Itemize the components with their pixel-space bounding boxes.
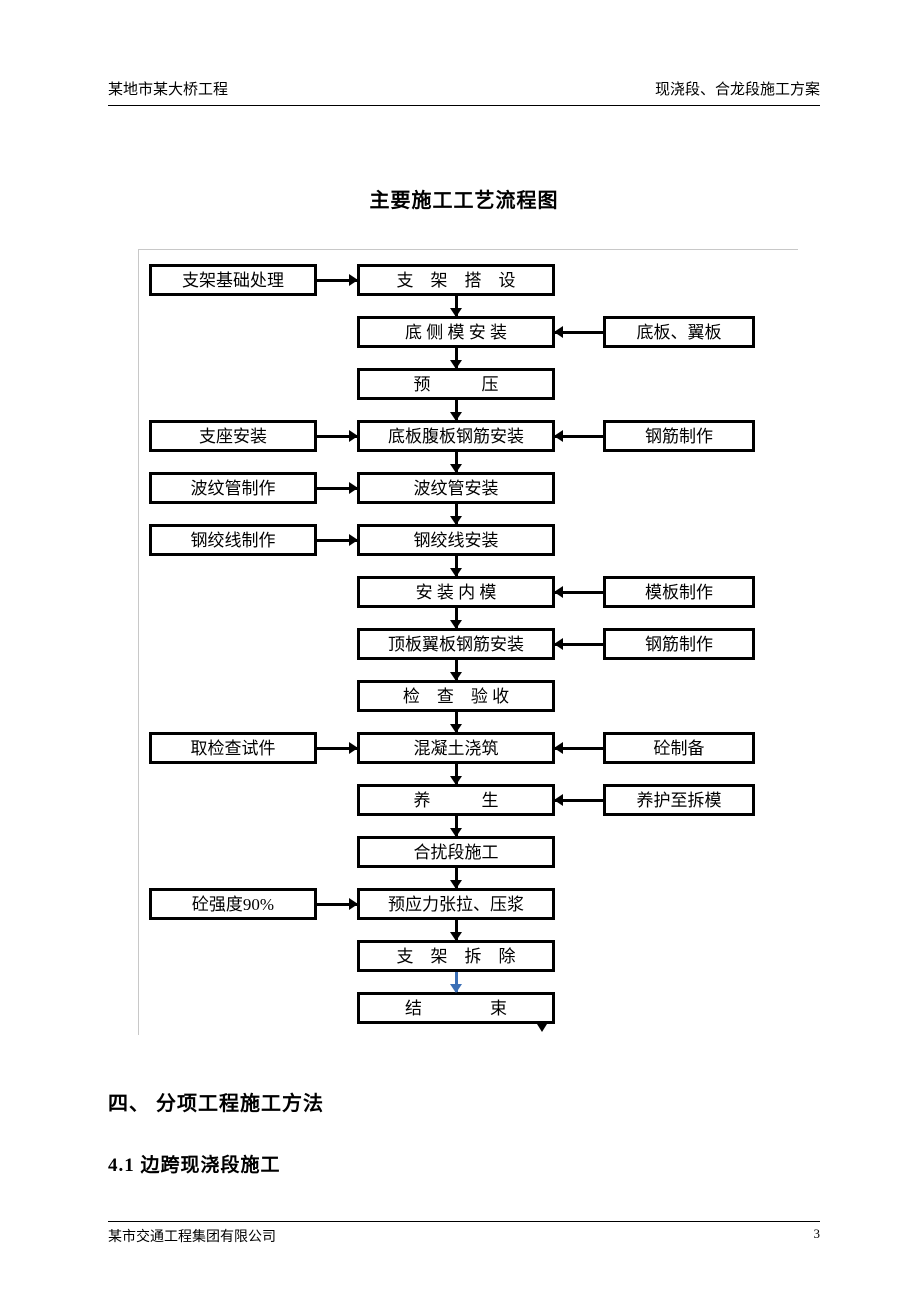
- flow-node-center-12: 预应力张拉、压浆: [357, 888, 555, 920]
- flow-node-center-1: 底 侧 模 安 装: [357, 316, 555, 348]
- flow-node-left-2: 波纹管制作: [149, 472, 317, 504]
- flow-arrow-down-0: [455, 296, 458, 316]
- flow-arrow-down-5: [455, 556, 458, 576]
- flow-arrow-down-11: [455, 868, 458, 888]
- flow-arrow-left-4: [317, 747, 357, 750]
- header-left: 某地市某大桥工程: [108, 78, 228, 99]
- flow-arrow-left-3: [317, 539, 357, 542]
- flow-node-center-9: 混凝土浇筑: [357, 732, 555, 764]
- flow-node-center-0: 支 架 搭 设: [357, 264, 555, 296]
- flow-node-center-10: 养 生: [357, 784, 555, 816]
- flow-node-left-4: 取检查试件: [149, 732, 317, 764]
- flow-arrow-right-5: [555, 799, 603, 802]
- flow-node-center-11: 合扰段施工: [357, 836, 555, 868]
- flow-arrow-down-2: [455, 400, 458, 420]
- flow-node-right-3: 钢筋制作: [603, 628, 755, 660]
- flow-arrow-down-7: [455, 660, 458, 680]
- flow-arrow-right-0: [555, 331, 603, 334]
- flow-arrow-right-3: [555, 643, 603, 646]
- footer-page-number: 3: [814, 1226, 821, 1246]
- flow-node-left-5: 砼强度90%: [149, 888, 317, 920]
- flow-node-center-8: 检 查 验 收: [357, 680, 555, 712]
- flow-arrow-down-3: [455, 452, 458, 472]
- header-right: 现浇段、合龙段施工方案: [655, 78, 820, 99]
- flow-node-right-1: 钢筋制作: [603, 420, 755, 452]
- flow-node-right-4: 砼制备: [603, 732, 755, 764]
- flow-node-left-0: 支架基础处理: [149, 264, 317, 296]
- flow-arrow-right-4: [555, 747, 603, 750]
- flow-node-center-6: 安 装 内 模: [357, 576, 555, 608]
- flow-node-center-13: 支 架 拆 除: [357, 940, 555, 972]
- flow-node-center-5: 钢绞线安装: [357, 524, 555, 556]
- flow-end-tick: [537, 1024, 547, 1035]
- flow-arrow-down-10: [455, 816, 458, 836]
- page-header: 某地市某大桥工程 现浇段、合龙段施工方案: [108, 78, 820, 106]
- flow-arrow-down-6: [455, 608, 458, 628]
- section-4-heading: 四、 分项工程施工方法: [108, 1087, 820, 1116]
- flow-arrow-right-1: [555, 435, 603, 438]
- section-4-1-heading: 4.1 边跨现浇段施工: [108, 1150, 820, 1177]
- flow-arrow-left-5: [317, 903, 357, 906]
- flow-node-right-2: 模板制作: [603, 576, 755, 608]
- flow-arrow-right-2: [555, 591, 603, 594]
- page-footer: 某市交通工程集团有限公司 3: [108, 1221, 820, 1246]
- flow-node-center-7: 顶板翼板钢筋安装: [357, 628, 555, 660]
- flow-arrow-left-1: [317, 435, 357, 438]
- flow-arrow-down-12: [455, 920, 458, 940]
- flow-node-right-5: 养护至拆模: [603, 784, 755, 816]
- flow-node-left-1: 支座安装: [149, 420, 317, 452]
- diagram-title: 主要施工工艺流程图: [108, 184, 820, 213]
- flow-node-center-3: 底板腹板钢筋安装: [357, 420, 555, 452]
- flow-arrow-down-9: [455, 764, 458, 784]
- flow-node-center-14: 结 束: [357, 992, 555, 1024]
- flowchart: 支 架 搭 设底 侧 模 安 装预 压底板腹板钢筋安装波纹管安装钢绞线安装安 装…: [138, 249, 798, 1035]
- flow-arrow-left-2: [317, 487, 357, 490]
- flow-node-center-2: 预 压: [357, 368, 555, 400]
- flow-node-center-4: 波纹管安装: [357, 472, 555, 504]
- flow-arrow-down-13: [455, 972, 458, 992]
- flow-arrow-left-0: [317, 279, 357, 282]
- flow-arrow-down-1: [455, 348, 458, 368]
- flow-arrow-down-8: [455, 712, 458, 732]
- flow-node-right-0: 底板、翼板: [603, 316, 755, 348]
- flow-arrow-down-4: [455, 504, 458, 524]
- flow-node-left-3: 钢绞线制作: [149, 524, 317, 556]
- footer-company: 某市交通工程集团有限公司: [108, 1226, 276, 1246]
